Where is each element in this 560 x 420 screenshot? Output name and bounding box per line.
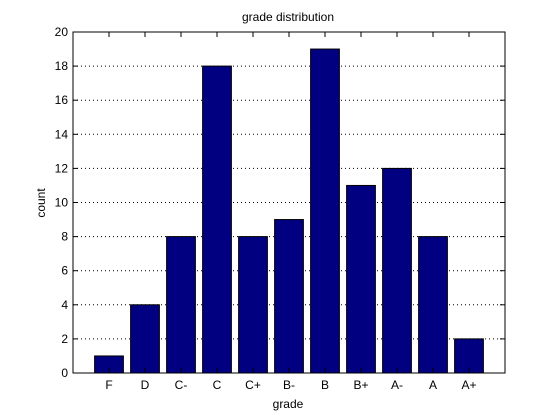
y-tick-label: 16	[55, 93, 69, 107]
y-tick-label: 2	[61, 332, 68, 346]
y-tick-label: 8	[61, 230, 68, 244]
y-tick-label: 0	[61, 366, 68, 380]
bar-B-	[274, 219, 304, 374]
y-tick-label: 10	[55, 196, 69, 210]
y-tick-label: 6	[61, 264, 68, 278]
ticks: 0 2 4 6 8 10 12 14 16 18 20 F D C- C C+ B- B B+ A- A A+	[55, 25, 505, 392]
y-tick-label: 14	[55, 127, 69, 141]
x-tick-label: D	[141, 378, 150, 392]
x-tick-label: C	[213, 378, 222, 392]
x-tick-label: A	[429, 378, 437, 392]
bar-A-	[382, 167, 412, 374]
bar-A	[418, 236, 448, 374]
x-axis-label: grade	[273, 397, 304, 411]
x-tick-label: A-	[391, 378, 403, 392]
bar-C+	[238, 236, 268, 374]
y-axis-label: count	[34, 188, 48, 218]
y-tick-label: 18	[55, 59, 69, 73]
bar-D	[130, 304, 160, 374]
y-tick-label: 4	[61, 298, 68, 312]
x-tick-label: A+	[461, 378, 476, 392]
bar-C	[202, 65, 232, 374]
x-tick-label: B-	[283, 378, 295, 392]
y-tick-label: 12	[55, 161, 69, 175]
bar-B	[310, 48, 340, 374]
x-tick-label: F	[105, 378, 112, 392]
bar-B+	[346, 184, 376, 374]
y-tick-label: 20	[55, 25, 69, 39]
chart-title: grade distribution	[242, 10, 334, 24]
x-tick-label: B	[321, 378, 329, 392]
bar-C-	[166, 236, 196, 374]
bar-A+	[454, 338, 484, 374]
x-tick-label: C+	[245, 378, 261, 392]
bars	[94, 48, 484, 374]
x-tick-label: B+	[353, 378, 368, 392]
x-tick-label: C-	[175, 378, 188, 392]
